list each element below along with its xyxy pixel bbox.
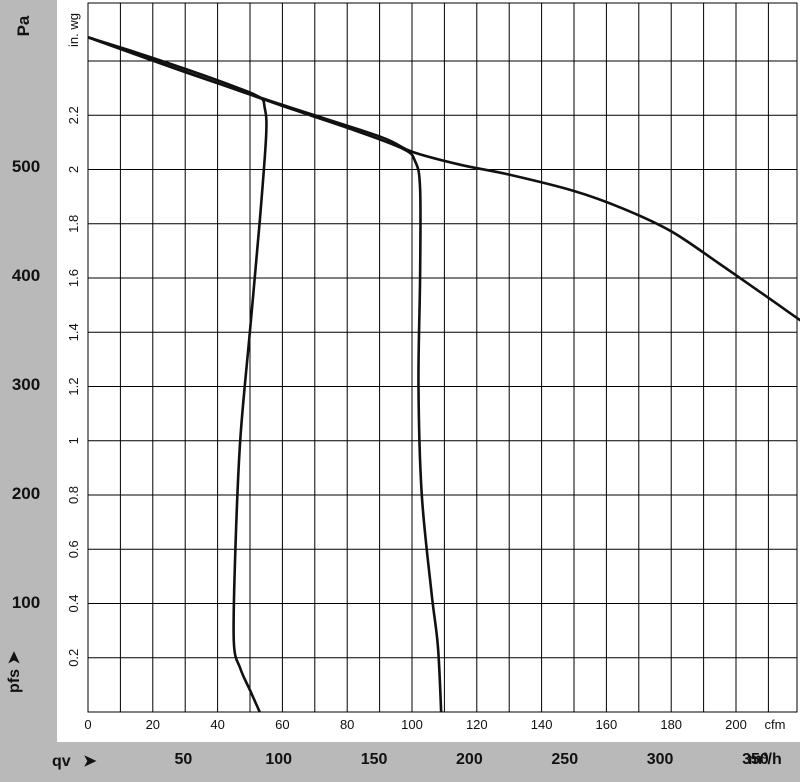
pa-tick-label: 400 bbox=[11, 266, 41, 285]
inwg-tick-label: 1.8 bbox=[66, 215, 81, 233]
left-axis-band bbox=[0, 0, 57, 782]
performance-curves bbox=[87, 36, 800, 713]
cfm-tick-label: 180 bbox=[660, 717, 682, 732]
y-axis-unit-pa: Pa bbox=[14, 15, 33, 37]
cfm-tick-label: 120 bbox=[466, 717, 488, 732]
inwg-tick-label: 1.2 bbox=[66, 377, 81, 395]
cfm-tick-label: 140 bbox=[531, 717, 553, 732]
qv-text: qv bbox=[52, 753, 71, 770]
plot-area bbox=[87, 2, 798, 713]
m3h-tick-label: 300 bbox=[646, 751, 674, 768]
inwg-tick-label: 1 bbox=[66, 437, 81, 444]
fan-curve-C bbox=[87, 36, 800, 322]
fan-curve-A bbox=[87, 36, 268, 713]
inwg-tick-label: 0.8 bbox=[66, 486, 81, 504]
inwg-tick-label: 1.4 bbox=[66, 323, 81, 341]
m3h-tick-label: 150 bbox=[360, 751, 388, 768]
inwg-tick-label: 2.2 bbox=[66, 106, 81, 124]
inwg-unit-label: in. wg bbox=[66, 13, 81, 47]
cfm-unit-label: cfm bbox=[765, 717, 786, 732]
inner-tick-labels: 0.2 0.4 0.6 0.8 1 1.2 1.4 1.6 1.8 2 2.2 in. wg 0 20 40… bbox=[66, 13, 785, 732]
x-axis-label-qv: qv ➤ bbox=[52, 751, 97, 771]
cfm-tick-label: 0 bbox=[84, 717, 91, 732]
x-axis-unit-m3h: m³/h bbox=[748, 751, 782, 768]
cfm-tick-label: 100 bbox=[401, 717, 423, 732]
pa-tick-label: 100 bbox=[11, 593, 41, 612]
pa-tick-label: 200 bbox=[11, 484, 41, 503]
inwg-tick-label: 2 bbox=[66, 166, 81, 173]
inwg-tick-label: 0.2 bbox=[66, 649, 81, 667]
pfs-text: pfs bbox=[6, 668, 23, 693]
bottom-axis-band bbox=[0, 742, 800, 782]
m3h-tick-label: 100 bbox=[265, 751, 293, 768]
arrow-right-icon: ➤ bbox=[83, 753, 97, 770]
m3h-tick-label: 350 bbox=[742, 751, 769, 768]
pa-tick-label: 500 bbox=[11, 157, 41, 176]
inwg-tick-label: 1.6 bbox=[66, 269, 81, 287]
pa-tick-label: 300 bbox=[11, 375, 41, 394]
inwg-tick-label: 0.4 bbox=[66, 594, 81, 612]
cfm-tick-label: 80 bbox=[340, 717, 354, 732]
m3h-tick-label: 50 bbox=[174, 751, 193, 768]
cfm-tick-label: 160 bbox=[596, 717, 618, 732]
arrow-right-icon: ➤ bbox=[6, 651, 23, 665]
grid-lines bbox=[88, 3, 797, 712]
y-axis-label-pfs: pfs ➤ bbox=[4, 642, 24, 702]
m3h-tick-label: 250 bbox=[551, 751, 579, 768]
cfm-tick-label: 200 bbox=[725, 717, 747, 732]
cfm-tick-label: 60 bbox=[275, 717, 289, 732]
inwg-tick-label: 0.6 bbox=[66, 540, 81, 558]
cfm-tick-label: 20 bbox=[146, 717, 160, 732]
m3h-tick-label: 200 bbox=[456, 751, 483, 768]
cfm-tick-label: 40 bbox=[210, 717, 224, 732]
